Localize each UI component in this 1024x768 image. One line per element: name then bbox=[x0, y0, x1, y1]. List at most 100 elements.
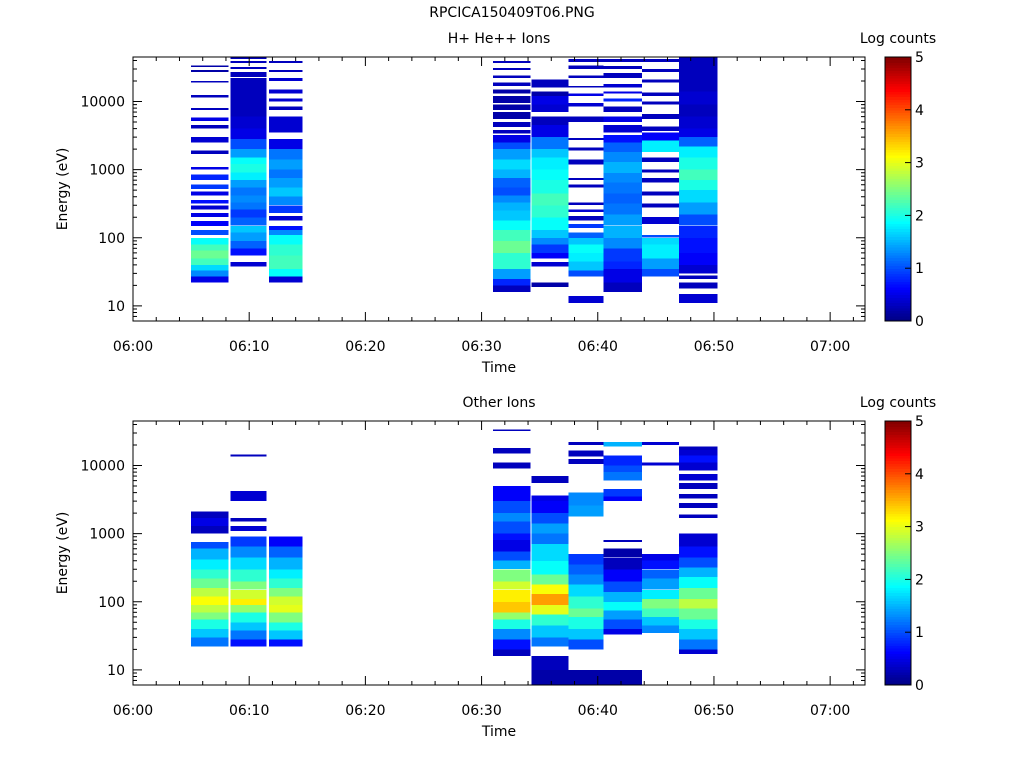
spectrogram-cell bbox=[604, 99, 642, 102]
colorbar-label: Log counts bbox=[860, 31, 936, 47]
spectrogram-cell bbox=[191, 238, 228, 245]
spectrogram-cell bbox=[191, 271, 228, 277]
spectrogram-cell bbox=[493, 540, 530, 551]
colorbar-tick-label: 3 bbox=[915, 156, 924, 172]
spectrogram-cell bbox=[269, 70, 303, 72]
spectrogram-cell bbox=[231, 117, 267, 129]
spectrogram-cell bbox=[269, 117, 303, 133]
spectrogram-cell bbox=[191, 137, 228, 142]
spectrogram-cell bbox=[679, 494, 717, 498]
x-tick-label: 06:50 bbox=[694, 339, 734, 355]
spectrogram-cell bbox=[191, 108, 228, 110]
spectrogram-cell bbox=[231, 180, 267, 187]
spectrogram-cell bbox=[679, 158, 717, 170]
spectrogram-cell bbox=[532, 193, 569, 205]
spectrogram-cell bbox=[604, 135, 642, 142]
spectrogram-cell bbox=[191, 277, 228, 283]
spectrogram-cell bbox=[231, 217, 267, 226]
spectrogram-cell bbox=[569, 148, 604, 151]
spectrogram-cell bbox=[231, 158, 267, 165]
spectrogram-cell bbox=[604, 106, 642, 112]
spectrogram-cell bbox=[679, 450, 717, 456]
spectrogram-cell bbox=[231, 526, 267, 531]
panel-2: 06:00 06:10 06:20 06:30 06:40 06:50 07:0010100… bbox=[55, 395, 936, 740]
spectrogram-cell bbox=[604, 66, 642, 69]
spectrogram-cell bbox=[493, 269, 530, 279]
spectrogram-cell bbox=[532, 584, 569, 594]
spectrogram-cell bbox=[569, 670, 604, 685]
spectrogram-cell bbox=[269, 230, 303, 235]
spectrogram-cell bbox=[532, 496, 569, 501]
spectrogram-cell bbox=[269, 244, 303, 255]
spectrogram-cell bbox=[493, 649, 530, 656]
spectrogram-cell bbox=[569, 160, 604, 165]
x-tick-label: 06:20 bbox=[345, 339, 385, 355]
spectrogram-cell bbox=[191, 512, 228, 518]
spectrogram-cell bbox=[604, 248, 642, 261]
spectrogram-cell bbox=[642, 203, 679, 207]
spectrogram-cell bbox=[532, 670, 569, 685]
spectrogram-cell bbox=[569, 232, 604, 237]
spectrogram-cell bbox=[231, 491, 267, 501]
y-tick-label: 10 bbox=[107, 663, 125, 679]
spectrogram-cell bbox=[642, 554, 679, 561]
spectrogram-cell bbox=[493, 463, 530, 469]
spectrogram-cell bbox=[569, 617, 604, 629]
spectrogram-cell bbox=[532, 561, 569, 575]
spectrogram-cell bbox=[532, 149, 569, 158]
spectrogram-cell bbox=[679, 577, 717, 588]
spectrogram-cell bbox=[604, 540, 642, 542]
spectrogram-cell bbox=[493, 561, 530, 570]
spectrogram-cell bbox=[532, 605, 569, 615]
spectrogram-cell bbox=[231, 622, 267, 630]
spectrogram-cell bbox=[493, 61, 530, 63]
spectrogram-cell bbox=[679, 294, 717, 303]
spectrogram-cell bbox=[269, 557, 303, 569]
spectrogram-cell bbox=[604, 456, 642, 466]
spectrogram-cell bbox=[191, 70, 228, 72]
spectrogram-cell bbox=[269, 170, 303, 179]
spectrogram-cell bbox=[269, 149, 303, 160]
y-tick-label: 100 bbox=[98, 231, 125, 247]
spectrogram-cell bbox=[191, 265, 228, 271]
spectrogram-cell bbox=[493, 285, 530, 292]
spectrogram-cell bbox=[604, 226, 642, 238]
spectrogram-cell bbox=[642, 238, 679, 245]
spectrogram-cell bbox=[569, 451, 604, 457]
spectrogram-cell bbox=[191, 167, 228, 170]
spectrogram-cell bbox=[231, 569, 267, 581]
spectrogram-cell bbox=[191, 526, 228, 534]
spectrogram-cell bbox=[604, 569, 642, 581]
spectrogram-cell bbox=[532, 524, 569, 534]
spectrogram-cell bbox=[604, 629, 642, 635]
spectrogram-cell bbox=[269, 630, 303, 639]
colorbar-tick-label: 5 bbox=[915, 50, 924, 66]
spectrogram-cell bbox=[231, 518, 267, 522]
spectrogram-cell bbox=[642, 191, 679, 195]
spectrogram-cell bbox=[642, 114, 679, 119]
x-tick-label: 06:00 bbox=[113, 339, 153, 355]
spectrogram-cell bbox=[679, 474, 717, 481]
y-axis-label: Energy (eV) bbox=[55, 148, 71, 231]
spectrogram-cell bbox=[269, 106, 303, 110]
spectrogram-cell bbox=[569, 575, 604, 585]
y-tick-label: 10000 bbox=[80, 95, 125, 111]
spectrogram-cell bbox=[569, 565, 604, 575]
spectrogram-cell bbox=[191, 213, 228, 217]
spectrogram-cell bbox=[231, 455, 267, 457]
spectrogram-cell bbox=[493, 590, 530, 602]
spectrogram-cell bbox=[231, 241, 267, 248]
spectrogram-cell bbox=[679, 503, 717, 508]
spectrogram-cell bbox=[493, 253, 530, 269]
spectrogram-cell bbox=[642, 578, 679, 589]
spectrogram-cell bbox=[569, 117, 604, 122]
spectrogram-cell bbox=[269, 588, 303, 597]
spectrogram-cell bbox=[604, 466, 642, 473]
spectrogram-cell bbox=[604, 610, 642, 619]
colorbar-tick-label: 5 bbox=[915, 414, 924, 430]
spectrogram-cell bbox=[569, 554, 604, 565]
spectrogram-cells bbox=[191, 58, 717, 303]
spectrogram-cell bbox=[642, 140, 679, 152]
colorbar-tick-label: 4 bbox=[915, 467, 924, 483]
spectrogram-cell bbox=[604, 182, 642, 193]
